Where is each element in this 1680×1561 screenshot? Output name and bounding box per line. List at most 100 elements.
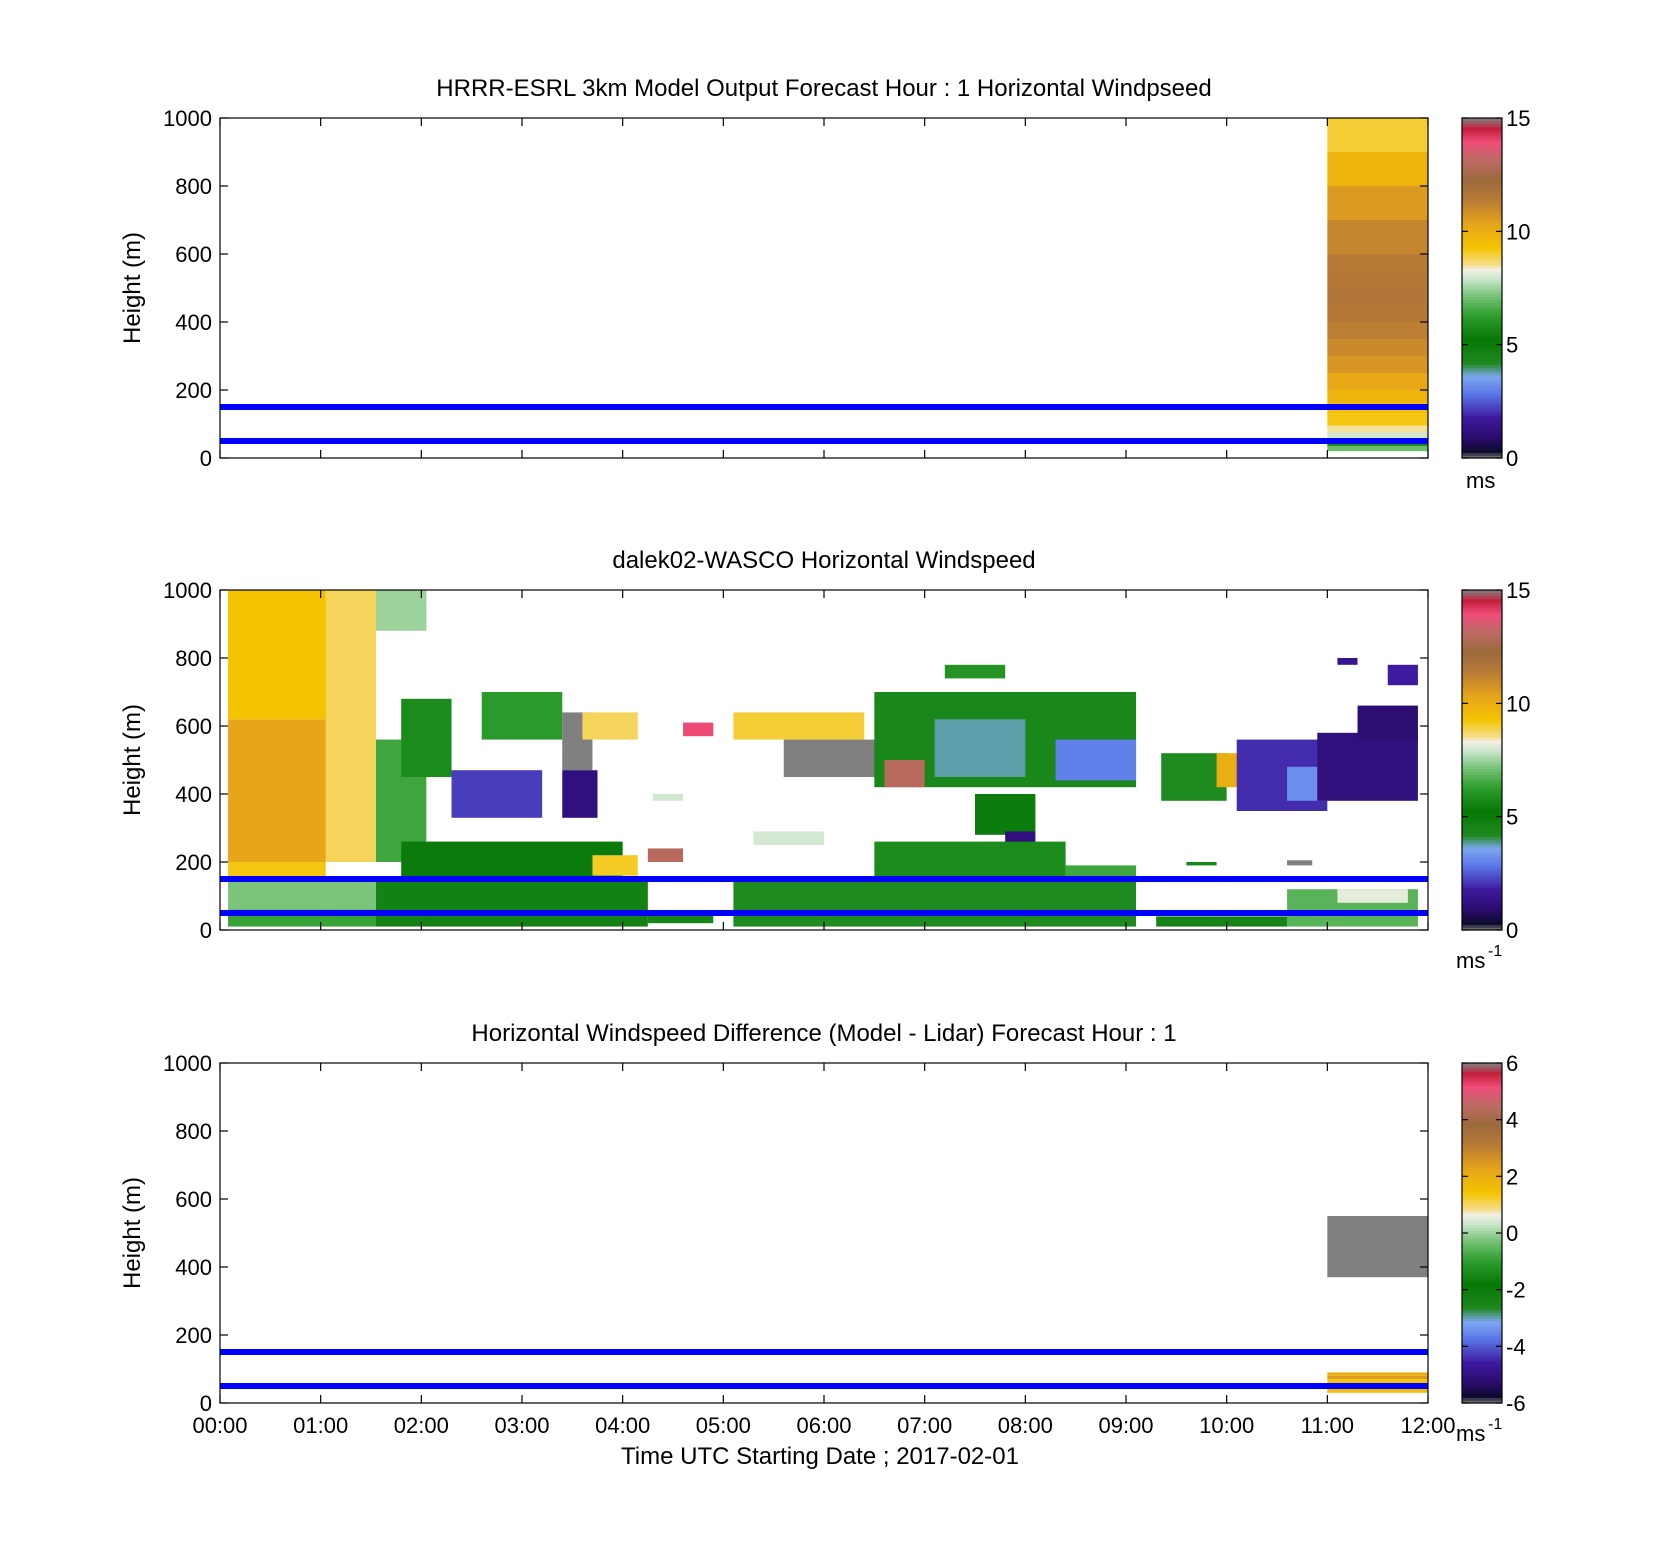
colorbar-segment — [1462, 692, 1502, 696]
colorbar-segment — [1462, 1085, 1502, 1090]
data-cell — [1327, 305, 1428, 322]
colorbar-segment — [1462, 1190, 1502, 1194]
colorbar-segment — [1462, 1116, 1502, 1121]
colorbar-tick-label: 6 — [1506, 1051, 1518, 1076]
colorbar-segment — [1462, 915, 1502, 920]
colorbar-segment — [1462, 160, 1502, 164]
colorbar-segment — [1462, 1187, 1502, 1192]
colorbar-segment — [1462, 898, 1502, 903]
colorbar-segment — [1462, 864, 1502, 869]
colorbar-segment — [1462, 782, 1502, 787]
colorbar-segment — [1462, 870, 1502, 874]
colorbar-segment — [1462, 893, 1502, 897]
colorbar-segment — [1462, 635, 1502, 639]
colorbar-segment — [1462, 921, 1502, 925]
colorbar-segment — [1462, 290, 1502, 295]
colorbar-tick-label: 5 — [1506, 333, 1518, 358]
colorbar-segment — [1462, 1267, 1502, 1271]
y-tick-label: 0 — [200, 446, 212, 471]
colorbar-segment — [1462, 774, 1502, 778]
colorbar-segment — [1462, 1340, 1502, 1345]
colorbar-segment — [1462, 609, 1502, 614]
colorbar-segment — [1462, 1380, 1502, 1384]
colorbar-segment — [1462, 418, 1502, 422]
colorbar-segment — [1462, 706, 1502, 710]
data-cell — [1327, 118, 1428, 152]
data-cell — [1327, 339, 1428, 356]
colorbar-segment — [1462, 356, 1502, 360]
colorbar-segment — [1462, 1230, 1502, 1234]
panel-lidar-windspeed: dalek02-WASCO Horizontal Windspeed 0 200 40… — [119, 547, 1530, 973]
data-cell — [1327, 152, 1428, 186]
colorbar-segment — [1462, 629, 1502, 634]
colorbar-segment — [1462, 455, 1502, 459]
x-tick-label: 01:00 — [293, 1413, 348, 1438]
colorbar-segment — [1462, 765, 1502, 770]
colorbar-segment — [1462, 166, 1502, 170]
y-axis-label: Height (m) — [119, 1177, 146, 1289]
data-cell — [1327, 271, 1428, 288]
colorbar-segment — [1462, 884, 1502, 889]
colorbar-segment — [1462, 262, 1502, 266]
colorbar-segment — [1462, 1335, 1502, 1339]
colorbar-segment — [1462, 646, 1502, 651]
colorbar-segment — [1462, 799, 1502, 804]
colorbar-segment — [1462, 1165, 1502, 1169]
colorbar-segment — [1462, 1125, 1502, 1129]
colorbar-segment — [1462, 336, 1502, 340]
colorbar-segment — [1462, 273, 1502, 278]
data-cell — [1327, 425, 1428, 433]
data-cell — [1327, 413, 1428, 426]
colorbar-segment — [1462, 1142, 1502, 1146]
colorbar-segment — [1462, 913, 1502, 917]
colorbar-segment — [1462, 907, 1502, 911]
colorbar-segment — [1462, 601, 1502, 605]
colorbar-segment — [1462, 271, 1502, 275]
colorbar-segment — [1462, 618, 1502, 622]
data-cell — [733, 712, 865, 740]
colorbar-segment — [1462, 1173, 1502, 1177]
chart-title: Horizontal Windspeed Difference (Model -… — [471, 1020, 1176, 1047]
colorbar-segment — [1462, 607, 1502, 611]
colorbar-segment — [1462, 214, 1502, 218]
colorbar-segment — [1462, 424, 1502, 428]
data-cell — [1327, 446, 1428, 452]
y-tick-label: 200 — [175, 378, 212, 403]
colorbar-segment — [1462, 1094, 1502, 1098]
colorbar-segment — [1462, 123, 1502, 128]
colorbar-segment — [1462, 1207, 1502, 1211]
colorbar-segment — [1462, 1102, 1502, 1107]
data-cell — [753, 831, 824, 845]
colorbar-segment — [1462, 822, 1502, 826]
colorbar-segment — [1462, 1227, 1502, 1231]
data-cell — [733, 879, 1137, 927]
colorbar-segment — [1462, 819, 1502, 823]
colorbar-segment — [1462, 333, 1502, 337]
colorbar-frame — [1461, 589, 1503, 931]
colorbar-segment — [1462, 638, 1502, 642]
colorbar-segment — [1462, 1337, 1502, 1342]
colorbar-segment — [1462, 1298, 1502, 1302]
data-cell — [1327, 186, 1428, 220]
colorbar-segment — [1462, 1065, 1502, 1070]
colorbar-segment — [1462, 624, 1502, 628]
colorbar-segment — [1462, 361, 1502, 366]
colorbar-tick-label: 15 — [1506, 578, 1530, 603]
colorbar-segment — [1462, 833, 1502, 838]
colorbar-tick-label: -6 — [1506, 1391, 1526, 1416]
colorbar-segment — [1462, 850, 1502, 855]
colorbar-segment — [1462, 853, 1502, 857]
colorbar-segment — [1462, 310, 1502, 315]
colorbar-segment — [1462, 288, 1502, 292]
colorbar-segment — [1462, 1071, 1502, 1075]
colorbar-segment — [1462, 896, 1502, 900]
colorbar-segment — [1462, 1235, 1502, 1240]
colorbar-segment — [1462, 785, 1502, 789]
colorbar-segment — [1462, 316, 1502, 320]
colorbar-segment — [1462, 1074, 1502, 1078]
colorbar-segment — [1462, 1193, 1502, 1197]
colorbar-segment — [1462, 237, 1502, 241]
colorbar-segment — [1462, 881, 1502, 886]
colorbar-segment — [1462, 655, 1502, 659]
colorbar-segment — [1462, 205, 1502, 210]
